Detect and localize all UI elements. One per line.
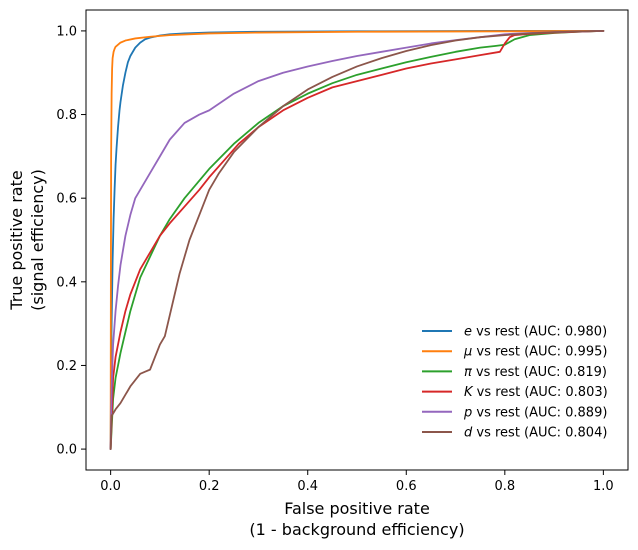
y-tick-label: 0.8 — [56, 108, 77, 123]
x-tick-label: 0.8 — [494, 479, 515, 494]
x-axis-label-line-2: (1 - background efficiency) — [249, 520, 464, 539]
series-layer — [109, 30, 605, 450]
y-axis-label-line-1: True positive rate — [7, 170, 26, 310]
y-axis-label-line-2: (signal efficiency) — [28, 169, 47, 311]
legend-symbol: π — [464, 365, 472, 380]
legend-label-3: K vs rest (AUC: 0.803) — [464, 385, 608, 400]
ticks-layer: 0.0 0.2 0.4 0.6 0.8 1.0 0.0 0.2 0.4 0.6 0.8 1.0 — [56, 24, 613, 494]
legend: e vs rest (AUC: 0.980)μ vs rest (AUC: 0.… — [422, 325, 608, 441]
legend-symbol: p — [463, 405, 472, 420]
legend-text: vs rest (AUC: 0.995) — [472, 345, 607, 360]
legend-label-4: p vs rest (AUC: 0.889) — [463, 405, 607, 420]
legend-label-0: e vs rest (AUC: 0.980) — [464, 325, 607, 340]
x-tick-label: 0.6 — [396, 479, 417, 494]
y-tick-label: 1.0 — [56, 24, 77, 39]
series-line-1 — [109, 30, 605, 450]
legend-label-1: μ vs rest (AUC: 0.995) — [463, 345, 607, 360]
y-tick-label: 0.0 — [56, 443, 77, 458]
plot-frame — [85, 9, 629, 471]
x-tick-label: 0.4 — [297, 479, 318, 494]
x-tick-label: 0.0 — [100, 479, 121, 494]
series-line-3 — [109, 30, 605, 450]
legend-symbol: K — [464, 385, 474, 400]
legend-label-5: d vs rest (AUC: 0.804) — [464, 426, 607, 441]
legend-symbol: μ — [463, 345, 472, 360]
legend-symbol: e — [464, 325, 472, 340]
x-tick-label: 0.2 — [199, 479, 220, 494]
series-line-5 — [109, 30, 605, 450]
y-tick-label: 0.2 — [56, 359, 77, 374]
x-tick-label: 1.0 — [593, 479, 614, 494]
legend-text: vs rest (AUC: 0.889) — [472, 405, 607, 420]
legend-text: vs rest (AUC: 0.980) — [472, 325, 607, 340]
legend-text: vs rest (AUC: 0.819) — [472, 365, 607, 380]
series-line-0 — [109, 30, 605, 450]
y-tick-label: 0.4 — [56, 275, 77, 290]
legend-symbol: d — [464, 426, 473, 441]
legend-text: vs rest (AUC: 0.804) — [472, 426, 607, 441]
x-axis-label-line-1: False positive rate — [284, 499, 430, 518]
legend-label-2: π vs rest (AUC: 0.819) — [464, 365, 607, 380]
legend-text: vs rest (AUC: 0.803) — [473, 385, 608, 400]
y-tick-label: 0.6 — [56, 192, 77, 207]
